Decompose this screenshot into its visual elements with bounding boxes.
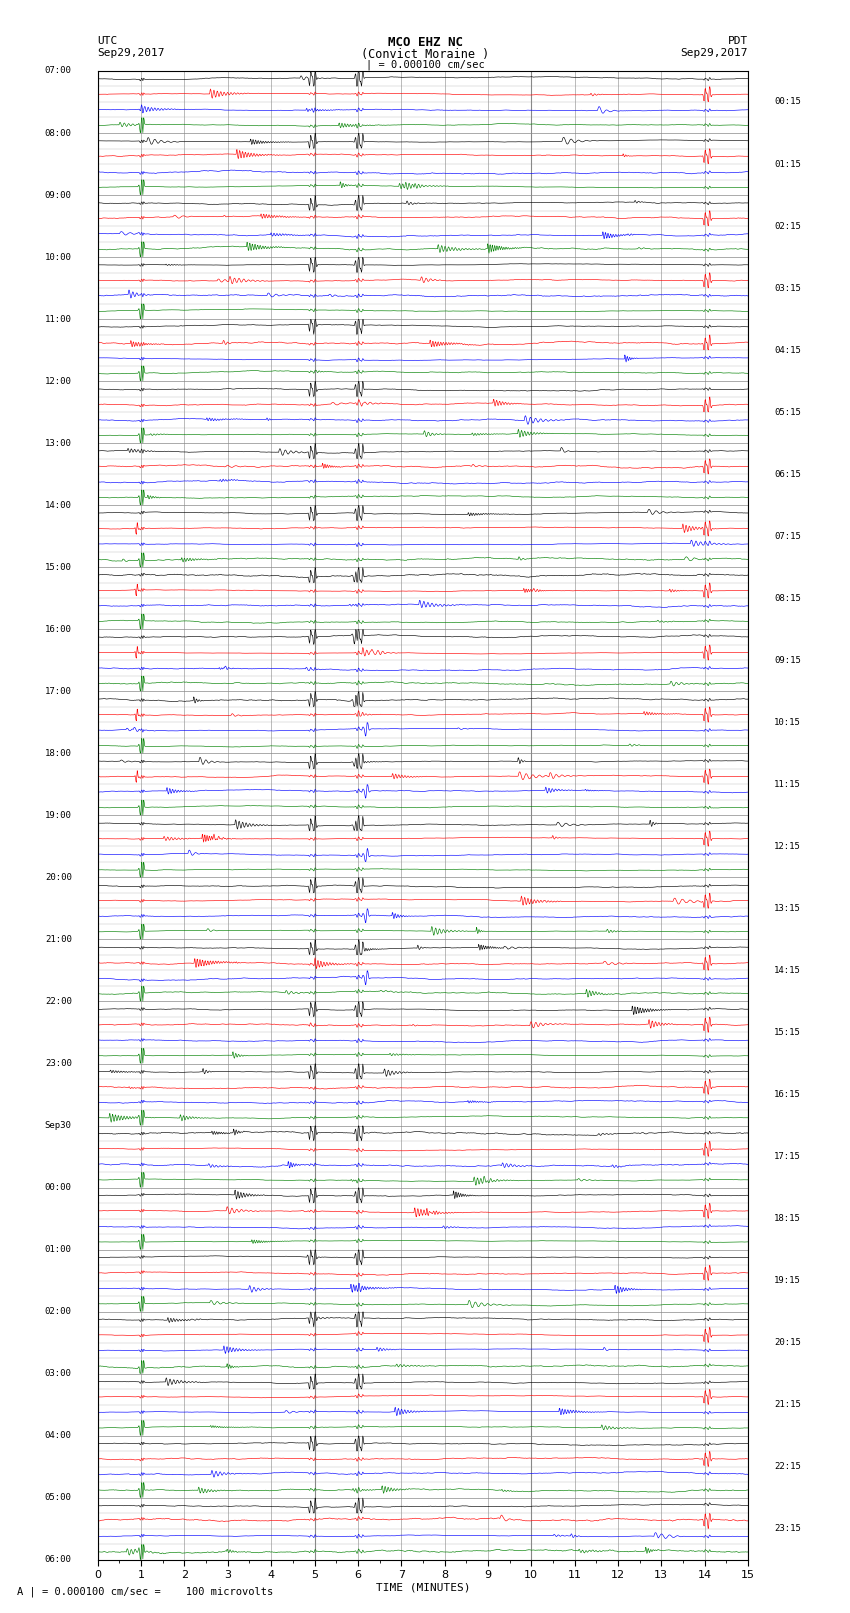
Text: 22:00: 22:00	[45, 997, 71, 1007]
Text: 11:00: 11:00	[45, 315, 71, 324]
Text: 18:00: 18:00	[45, 748, 71, 758]
Text: 20:00: 20:00	[45, 873, 71, 882]
Text: 23:15: 23:15	[774, 1524, 801, 1534]
Text: 16:00: 16:00	[45, 624, 71, 634]
Text: (Convict Moraine ): (Convict Moraine )	[361, 48, 489, 61]
Text: 10:00: 10:00	[45, 253, 71, 261]
X-axis label: TIME (MINUTES): TIME (MINUTES)	[376, 1582, 470, 1594]
Text: 13:00: 13:00	[45, 439, 71, 448]
Text: 03:00: 03:00	[45, 1369, 71, 1378]
Text: 13:15: 13:15	[774, 903, 801, 913]
Text: 01:15: 01:15	[774, 160, 801, 168]
Text: 14:00: 14:00	[45, 500, 71, 510]
Text: 06:00: 06:00	[45, 1555, 71, 1565]
Text: 12:00: 12:00	[45, 377, 71, 386]
Text: | = 0.000100 cm/sec: | = 0.000100 cm/sec	[366, 60, 484, 71]
Text: 20:15: 20:15	[774, 1339, 801, 1347]
Text: Sep29,2017: Sep29,2017	[681, 48, 748, 58]
Text: Sep29,2017: Sep29,2017	[98, 48, 165, 58]
Text: 22:15: 22:15	[774, 1463, 801, 1471]
Text: 06:15: 06:15	[774, 469, 801, 479]
Text: 19:00: 19:00	[45, 811, 71, 819]
Text: 04:00: 04:00	[45, 1431, 71, 1440]
Text: 08:00: 08:00	[45, 129, 71, 137]
Text: 03:15: 03:15	[774, 284, 801, 292]
Text: A | = 0.000100 cm/sec =    100 microvolts: A | = 0.000100 cm/sec = 100 microvolts	[17, 1586, 273, 1597]
Text: 09:00: 09:00	[45, 190, 71, 200]
Text: 17:15: 17:15	[774, 1152, 801, 1161]
Text: 05:00: 05:00	[45, 1494, 71, 1502]
Text: 11:15: 11:15	[774, 779, 801, 789]
Text: Sep30: Sep30	[45, 1121, 71, 1131]
Text: 02:00: 02:00	[45, 1307, 71, 1316]
Text: UTC: UTC	[98, 37, 118, 47]
Text: 17:00: 17:00	[45, 687, 71, 695]
Text: 15:15: 15:15	[774, 1027, 801, 1037]
Text: 23:00: 23:00	[45, 1060, 71, 1068]
Text: 14:15: 14:15	[774, 966, 801, 974]
Text: 18:15: 18:15	[774, 1215, 801, 1223]
Text: 12:15: 12:15	[774, 842, 801, 852]
Text: 00:00: 00:00	[45, 1182, 71, 1192]
Text: 16:15: 16:15	[774, 1090, 801, 1098]
Text: 07:00: 07:00	[45, 66, 71, 76]
Text: 15:00: 15:00	[45, 563, 71, 571]
Text: PDT: PDT	[728, 37, 748, 47]
Text: 08:15: 08:15	[774, 594, 801, 603]
Text: 21:00: 21:00	[45, 936, 71, 944]
Text: 00:15: 00:15	[774, 97, 801, 106]
Text: 05:15: 05:15	[774, 408, 801, 416]
Text: 01:00: 01:00	[45, 1245, 71, 1253]
Text: 10:15: 10:15	[774, 718, 801, 727]
Text: 02:15: 02:15	[774, 221, 801, 231]
Text: 04:15: 04:15	[774, 345, 801, 355]
Text: MCO EHZ NC: MCO EHZ NC	[388, 37, 462, 50]
Text: 07:15: 07:15	[774, 532, 801, 540]
Text: 09:15: 09:15	[774, 656, 801, 665]
Text: 21:15: 21:15	[774, 1400, 801, 1410]
Text: 19:15: 19:15	[774, 1276, 801, 1286]
